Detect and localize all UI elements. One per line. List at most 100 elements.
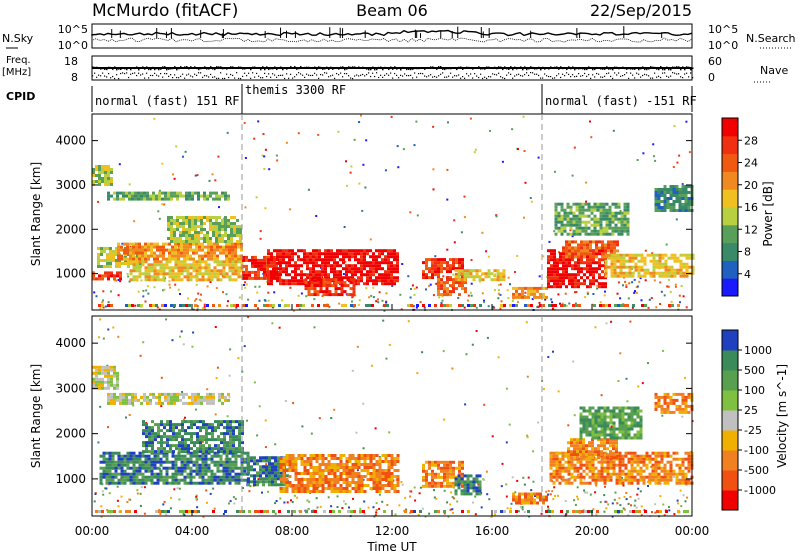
data-cell <box>197 392 200 396</box>
data-cell <box>378 493 381 496</box>
data-cell <box>98 168 101 171</box>
data-cell <box>544 298 547 301</box>
data-cell <box>291 279 294 283</box>
data-cell <box>166 435 169 439</box>
data-cell <box>569 211 573 215</box>
data-cell <box>207 475 211 479</box>
nave-point <box>468 75 470 77</box>
data-cell <box>215 197 218 201</box>
nave-point <box>214 76 216 78</box>
data-cell <box>163 426 166 430</box>
data-cell <box>345 267 348 271</box>
data-cell <box>560 226 564 230</box>
data-cell <box>288 258 291 262</box>
data-cell <box>181 435 184 439</box>
data-cell <box>184 150 187 153</box>
data-cell <box>562 273 565 277</box>
data-cell <box>581 202 585 206</box>
data-cell <box>413 144 416 147</box>
data-cell <box>556 264 559 268</box>
data-cell <box>138 454 142 458</box>
data-cell <box>659 303 662 305</box>
data-cell <box>402 148 405 151</box>
nave-point <box>354 75 356 77</box>
nave-point <box>182 73 184 75</box>
data-cell <box>185 240 188 243</box>
data-cell <box>449 267 452 271</box>
data-cell <box>508 423 511 426</box>
data-cell <box>231 475 235 479</box>
data-cell <box>191 392 194 396</box>
data-cell <box>224 194 227 198</box>
data-cell <box>188 197 191 201</box>
data-cell <box>565 512 568 515</box>
data-cell <box>565 261 568 265</box>
data-cell <box>616 271 620 275</box>
data-cell <box>593 202 597 206</box>
data-cell <box>652 262 656 266</box>
data-cell <box>143 194 146 198</box>
data-cell <box>213 472 217 476</box>
data-cell <box>214 179 217 182</box>
data-cell <box>98 183 101 186</box>
data-cell <box>151 438 154 442</box>
data-cell <box>204 251 207 255</box>
nave-point <box>438 75 440 77</box>
data-cell <box>120 257 123 261</box>
data-cell <box>210 275 214 279</box>
data-cell <box>108 472 112 476</box>
data-cell <box>663 209 667 212</box>
data-cell <box>147 466 151 470</box>
data-cell <box>330 505 333 508</box>
data-cell <box>589 273 592 277</box>
data-cell <box>664 268 668 272</box>
data-cell <box>569 208 573 212</box>
data-cell <box>598 258 601 262</box>
data-cell <box>607 256 611 260</box>
data-cell <box>159 245 162 249</box>
data-cell <box>271 306 274 309</box>
data-cell <box>381 273 384 277</box>
data-cell <box>245 273 248 277</box>
data-cell <box>657 194 661 197</box>
data-cell <box>169 447 172 451</box>
data-cell <box>605 507 608 510</box>
data-cell <box>225 463 229 467</box>
data-cell <box>559 258 562 262</box>
data-cell <box>617 217 621 221</box>
data-cell <box>92 271 95 275</box>
data-cell <box>228 478 232 482</box>
nave-point <box>488 75 490 78</box>
data-cell <box>349 287 353 291</box>
data-cell <box>387 261 390 265</box>
data-cell <box>370 364 373 367</box>
data-cell <box>207 257 210 261</box>
data-cell <box>425 264 428 268</box>
data-cell <box>236 228 239 231</box>
data-cell <box>206 388 209 391</box>
data-cell <box>201 460 205 464</box>
data-cell <box>348 249 351 253</box>
data-cell <box>221 392 224 396</box>
data-cell <box>464 281 467 285</box>
data-cell <box>98 336 100 339</box>
data-cell <box>153 472 157 476</box>
data-cell <box>107 165 110 168</box>
freq-point <box>230 66 232 68</box>
freq-unit-label: [MHz] <box>2 67 31 78</box>
nave-point <box>234 77 236 79</box>
data-cell <box>95 168 98 171</box>
data-cell <box>344 502 347 505</box>
data-cell <box>437 290 440 294</box>
data-cell <box>457 278 461 282</box>
data-cell <box>348 258 351 262</box>
data-cell <box>147 478 151 482</box>
data-cell <box>568 249 571 253</box>
data-cell <box>586 264 589 268</box>
data-cell <box>643 268 647 272</box>
data-cell <box>117 457 121 461</box>
data-cell <box>183 478 187 482</box>
data-cell <box>179 222 182 225</box>
data-cell <box>354 267 357 271</box>
nave-point <box>264 72 266 74</box>
